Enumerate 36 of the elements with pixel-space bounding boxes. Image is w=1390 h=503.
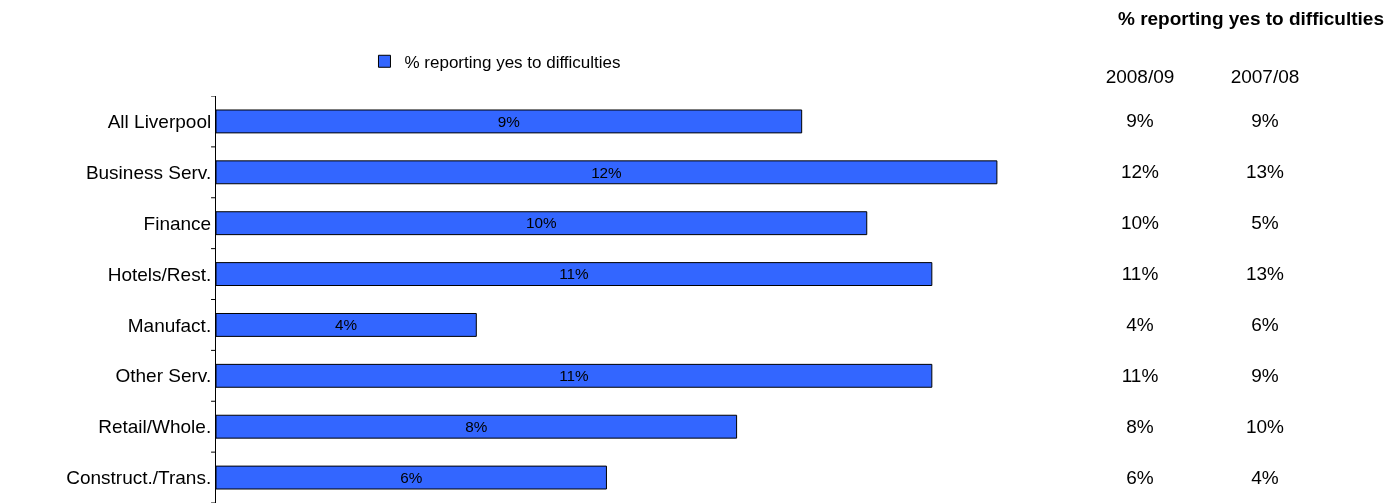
data-label: 12% (591, 163, 623, 181)
data-label: 4% (335, 316, 358, 334)
text: 11% (1121, 263, 1159, 285)
y-tick-label: Other Serv. (115, 365, 212, 387)
text: 9% (1251, 110, 1279, 132)
data-label: 6% (400, 468, 423, 486)
text: 4% (1251, 466, 1279, 488)
y-tick-label: Manufact. (127, 314, 212, 336)
y-tick-label: Construct./Trans. (66, 467, 212, 489)
text: 13% (1245, 161, 1285, 183)
y-tick-label: Business Serv. (85, 161, 212, 183)
text: 12% (1120, 161, 1160, 183)
category-label: 2008/09 (1105, 66, 1175, 88)
y-tick-label: Retail/Whole. (98, 416, 212, 438)
text: 8% (1126, 415, 1154, 437)
text: 6% (1251, 313, 1279, 335)
category-label: 2007/08 (1230, 66, 1300, 88)
text: 13% (1245, 263, 1285, 285)
data-label: 11% (559, 265, 590, 283)
text: 6% (1126, 466, 1154, 488)
text: 5% (1251, 212, 1279, 234)
y-tick-label: Hotels/Rest. (107, 263, 212, 285)
data-label: 10% (526, 214, 558, 232)
text: 10% (1120, 212, 1160, 234)
y-tick-label: All Liverpool (107, 111, 212, 133)
data-label: 11% (559, 367, 590, 385)
text: 4% (1126, 313, 1154, 335)
text: % reporting yes to difficulties (1117, 8, 1384, 30)
y-tick-label: Finance (143, 212, 212, 234)
data-label: 9% (497, 112, 521, 130)
text: 9% (1251, 364, 1279, 386)
data-label: 8% (465, 417, 488, 435)
text: 10% (1245, 415, 1285, 437)
text: 11% (1121, 364, 1159, 386)
text: 9% (1126, 110, 1154, 132)
legend-label: % reporting yes to difficulties (404, 52, 621, 72)
